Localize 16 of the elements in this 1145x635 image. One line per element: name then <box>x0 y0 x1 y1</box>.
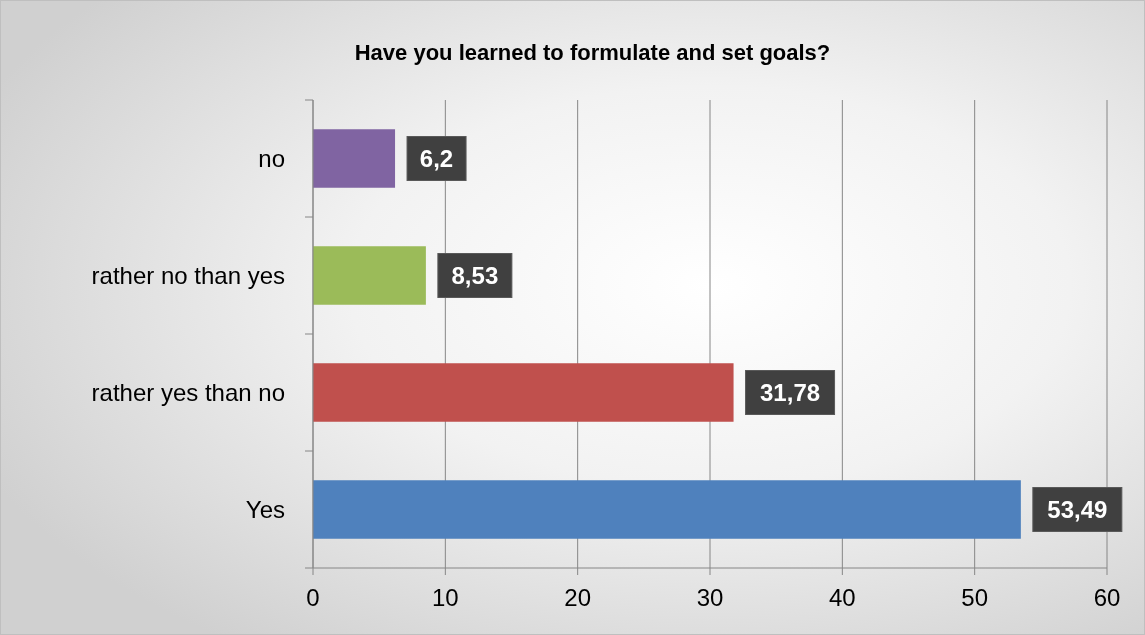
x-tick-label: 20 <box>564 584 592 611</box>
data-label: 53,49 <box>1047 495 1108 523</box>
y-tick-label: rather yes than no <box>91 378 285 406</box>
data-label: 6,2 <box>419 144 454 172</box>
y-tick-label: no <box>258 144 285 172</box>
x-tick-label: 10 <box>431 584 459 611</box>
y-tick-label: rather no than yes <box>91 261 285 289</box>
x-tick-label: 30 <box>696 584 724 611</box>
y-tick-label: Yes <box>245 495 285 523</box>
x-tick-label: 60 <box>1093 584 1121 611</box>
x-tick-label: 0 <box>306 584 320 611</box>
data-label: 31,78 <box>760 378 821 406</box>
x-tick-label: 40 <box>828 584 856 611</box>
x-tick-label: 50 <box>961 584 989 611</box>
chart-title: Have you learned to formulate and set goals? <box>354 40 831 65</box>
data-label: 8,53 <box>451 261 499 289</box>
